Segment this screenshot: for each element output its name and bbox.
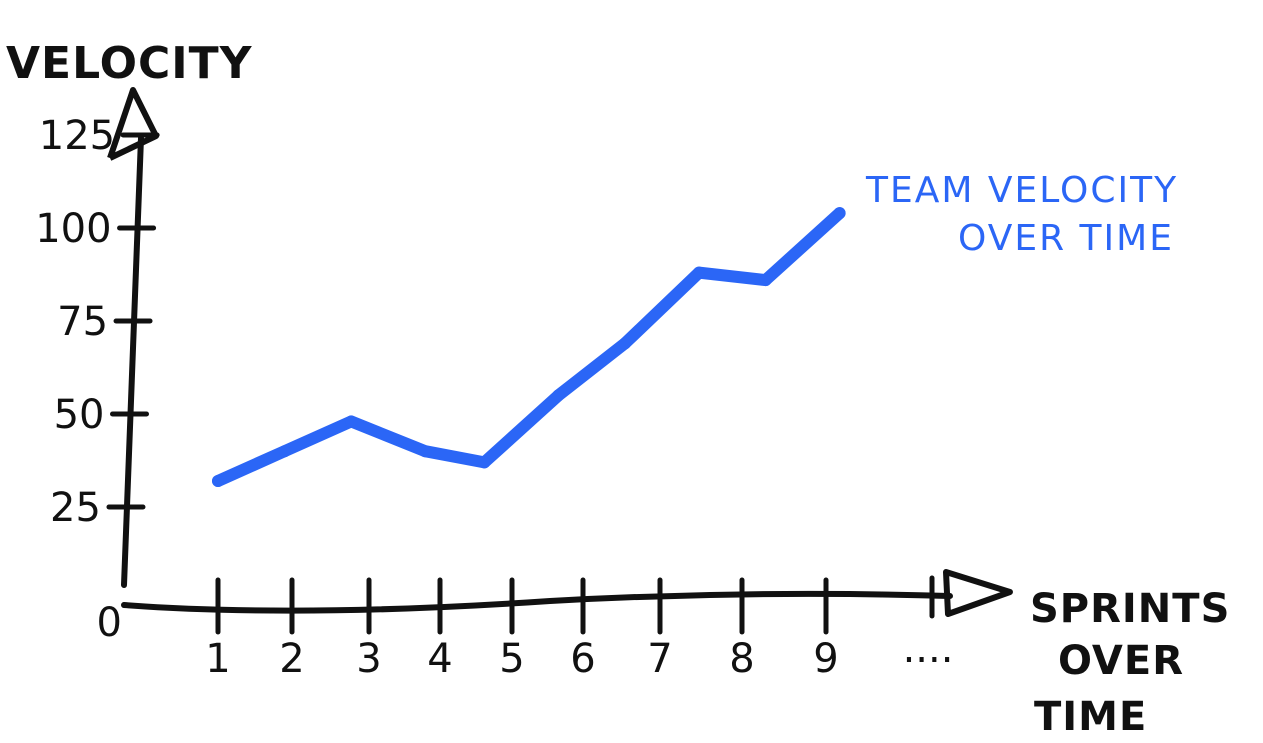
x-tick-label: 7 [647, 636, 672, 682]
x-axis-label-line-1: SPRINTS [1030, 586, 1230, 632]
x-tick-label: 1 [205, 636, 230, 682]
x-tick-label: 8 [729, 636, 754, 682]
y-tick-label: 100 [35, 206, 111, 252]
x-tick-label: 3 [356, 636, 381, 682]
y-axis-label: VELOCITY [6, 38, 253, 89]
x-axis-label-line-2: OVER [1058, 638, 1184, 684]
x-axis-label-line-3: TIME [1034, 694, 1147, 740]
y-tick-label: 75 [57, 299, 108, 345]
x-tick-label: 6 [570, 636, 595, 682]
data-point [619, 337, 631, 350]
y-tick-label: 50 [54, 392, 105, 438]
annotation-line-2: OVER TIME [958, 218, 1174, 259]
x-tick-label: 2 [279, 636, 304, 682]
annotation-line-1: TEAM VELOCITY [865, 170, 1178, 211]
data-point [212, 474, 224, 487]
x-axis-arrow [943, 569, 1013, 617]
data-point [693, 266, 705, 279]
x-tick-label: 4 [427, 636, 452, 682]
y-tick-label: 25 [50, 485, 101, 531]
x-tick-label-ellipsis: .... [903, 626, 954, 672]
data-point [419, 445, 432, 458]
series-line [212, 207, 846, 487]
y-axis-line [121, 135, 144, 588]
data-point [345, 415, 358, 428]
data-point [552, 389, 565, 402]
data-point [759, 274, 772, 287]
x-tick-label: 9 [813, 636, 838, 682]
y-tick-label: 125 [39, 113, 115, 159]
data-point [278, 445, 291, 458]
data-point [478, 456, 491, 469]
x-axis-line [121, 590, 953, 614]
x-tick-label: 5 [499, 636, 524, 682]
data-point [833, 207, 846, 220]
y-tick-label: 0 [97, 600, 122, 646]
y-axis-arrow [107, 87, 159, 161]
